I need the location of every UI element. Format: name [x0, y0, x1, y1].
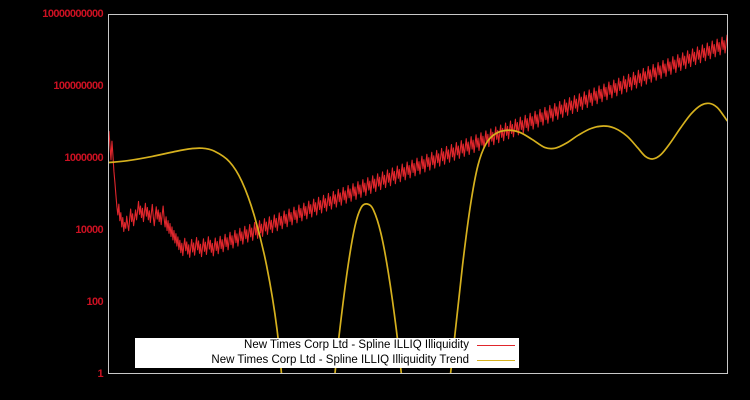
legend-item-trend: New Times Corp Ltd - Spline ILLIQ Illiqu… [135, 353, 519, 368]
y-tick-label-100000000: 100000000 [53, 80, 103, 92]
legend-label-illiq: New Times Corp Ltd - Spline ILLIQ Illiqu… [244, 339, 469, 351]
trend-line [109, 102, 727, 373]
legend-item-illiq: New Times Corp Ltd - Spline ILLIQ Illiqu… [135, 338, 519, 353]
y-tick-label-1: 1 [97, 368, 103, 380]
series-illiq-trend [109, 102, 727, 373]
series-illiq-illiquidity [109, 34, 727, 258]
plot-area [108, 14, 728, 374]
y-tick-label-100: 100 [86, 296, 103, 308]
legend-swatch-illiq [477, 345, 515, 346]
illiq-line [109, 34, 727, 258]
legend-label-trend: New Times Corp Ltd - Spline ILLIQ Illiqu… [211, 354, 469, 366]
y-tick-label-10000: 10000 [75, 224, 103, 236]
y-tick-label-1000000: 1000000 [64, 152, 103, 164]
legend-swatch-trend [477, 360, 515, 361]
chart-legend: New Times Corp Ltd - Spline ILLIQ Illiqu… [135, 338, 519, 368]
series-canvas [109, 34, 727, 373]
y-tick-label-10000000000: 10000000000 [42, 8, 103, 20]
